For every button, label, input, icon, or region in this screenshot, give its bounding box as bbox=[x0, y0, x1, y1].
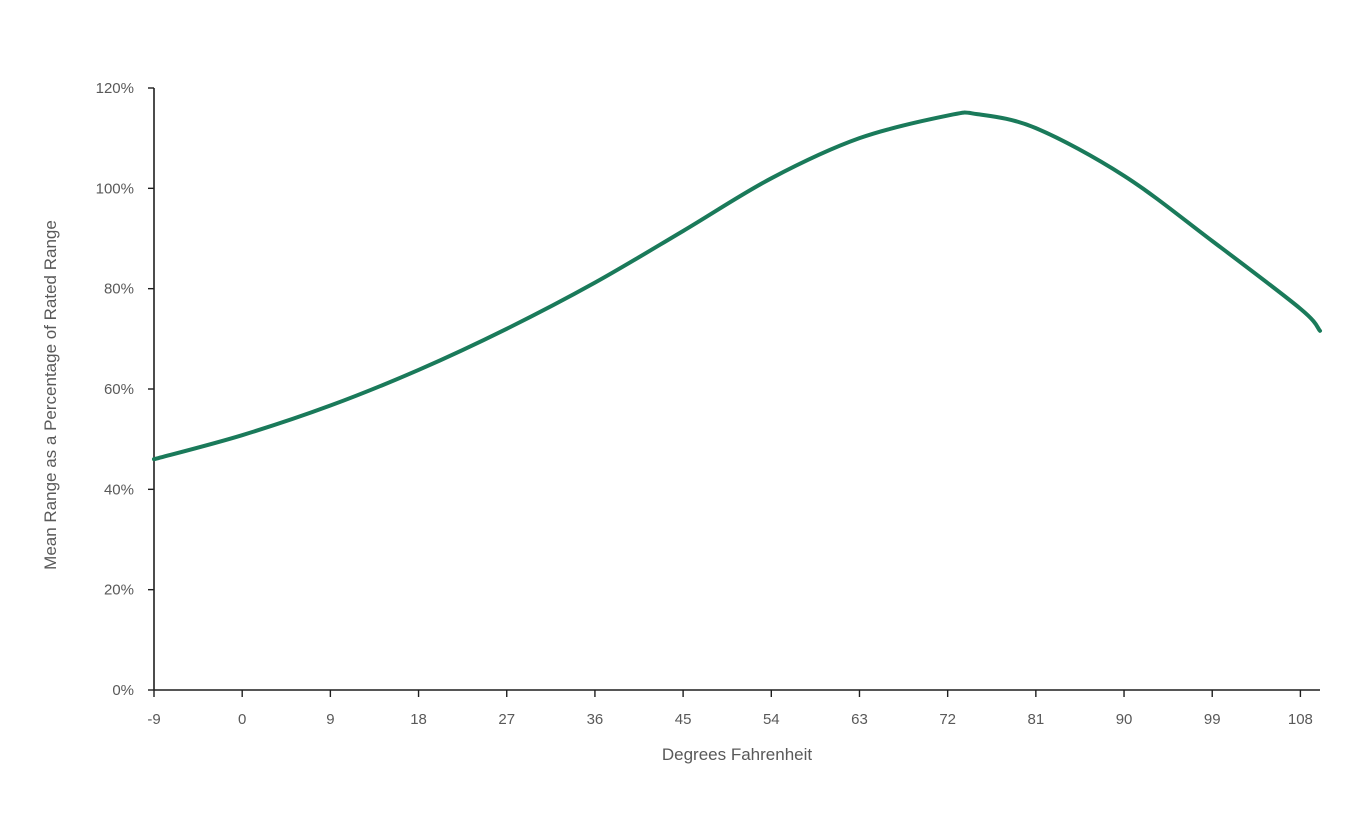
y-tick-label: 40% bbox=[104, 481, 134, 498]
y-tick-label: 80% bbox=[104, 281, 134, 298]
y-tick-label: 60% bbox=[104, 381, 134, 398]
x-tick-label: 36 bbox=[587, 711, 604, 728]
y-tick-label: 120% bbox=[96, 80, 134, 97]
x-tick-label: 81 bbox=[1028, 711, 1045, 728]
x-tick-label: -9 bbox=[147, 711, 160, 728]
y-axis-title: Mean Range as a Percentage of Rated Rang… bbox=[41, 220, 60, 570]
x-tick-label: 72 bbox=[939, 711, 956, 728]
series-layer bbox=[152, 110, 1322, 462]
x-tick-label: 54 bbox=[763, 711, 780, 728]
x-tick-label: 99 bbox=[1204, 711, 1221, 728]
x-tick-label: 0 bbox=[238, 711, 246, 728]
x-tick-label: 9 bbox=[326, 711, 334, 728]
x-tick-label: 45 bbox=[675, 711, 692, 728]
x-tick-label: 18 bbox=[410, 711, 427, 728]
x-axis-title: Degrees Fahrenheit bbox=[662, 745, 813, 764]
x-tick-label: 90 bbox=[1116, 711, 1133, 728]
x-tick-label: 27 bbox=[498, 711, 515, 728]
axes-layer bbox=[153, 88, 1320, 691]
ticks-layer: 0% 20% 40% 60% 80% 100% 120% -9 0 9 18 27 36 45 54 63 72… bbox=[96, 80, 1313, 728]
y-tick-label: 100% bbox=[96, 180, 134, 197]
x-tick-label: 63 bbox=[851, 711, 868, 728]
x-tick-label: 108 bbox=[1288, 711, 1313, 728]
y-tick-label: 20% bbox=[104, 582, 134, 599]
series-line-0 bbox=[152, 110, 1322, 462]
y-tick-label: 0% bbox=[112, 682, 134, 699]
